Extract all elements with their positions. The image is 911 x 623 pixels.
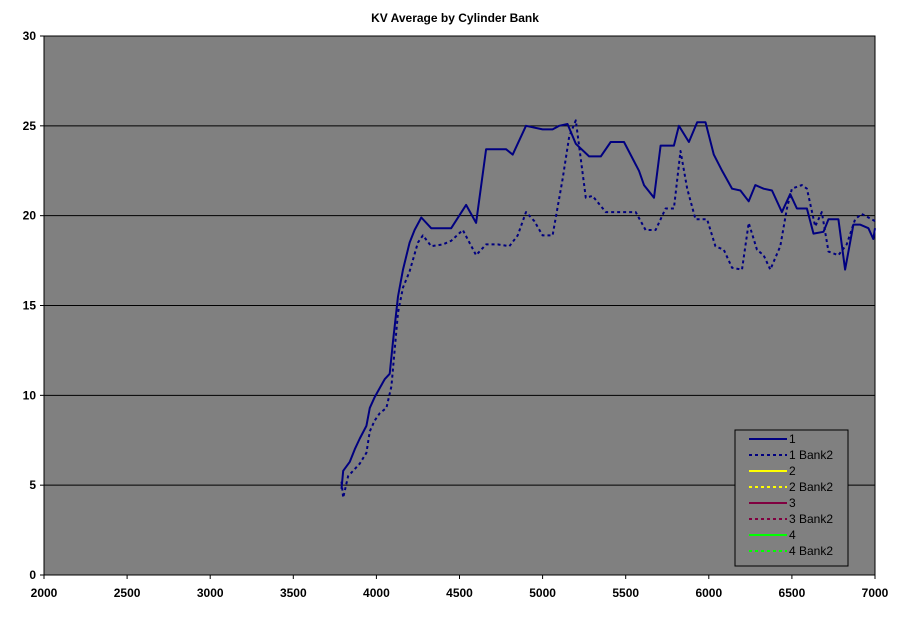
legend-entry-label: 4 bbox=[789, 528, 796, 542]
x-tick-label: 3000 bbox=[197, 586, 224, 600]
x-tick-label: 6500 bbox=[779, 586, 806, 600]
legend-entry-label: 4 Bank2 bbox=[789, 544, 833, 558]
x-tick-label: 7000 bbox=[862, 586, 889, 600]
x-tick-label: 4500 bbox=[446, 586, 473, 600]
legend-entry-label: 2 Bank2 bbox=[789, 480, 833, 494]
y-tick-label: 0 bbox=[29, 568, 36, 582]
legend-entry-label: 1 bbox=[789, 432, 796, 446]
series-line-1 bbox=[340, 121, 876, 489]
y-tick-label: 25 bbox=[23, 119, 37, 133]
legend: 1 1 Bank2 2 2 Bank2 3 3 Bank2 4 4 Bank2 bbox=[734, 429, 849, 567]
x-tick-label: 6000 bbox=[695, 586, 722, 600]
x-tick-label: 4000 bbox=[363, 586, 390, 600]
y-tick-label: 20 bbox=[23, 209, 37, 223]
y-tick-label: 15 bbox=[23, 299, 37, 313]
legend-entry-label: 2 bbox=[789, 464, 796, 478]
y-tick-label: 30 bbox=[23, 29, 37, 43]
series-group bbox=[340, 119, 876, 499]
x-tick-label: 5000 bbox=[529, 586, 556, 600]
legend-entry-label: 3 bbox=[789, 496, 796, 510]
y-tick-label: 5 bbox=[29, 478, 36, 492]
y-tick-label: 10 bbox=[23, 388, 37, 402]
x-tick-label: 2500 bbox=[114, 586, 141, 600]
x-tick-label: 2000 bbox=[31, 586, 58, 600]
axes: 0 5 10 15 20 25 30 2000 2500 3000 3500 4000 4500 5000… bbox=[23, 29, 889, 600]
chart-title: KV Average by Cylinder Bank bbox=[371, 11, 539, 25]
legend-entry-label: 3 Bank2 bbox=[789, 512, 833, 526]
x-tick-label: 3500 bbox=[280, 586, 307, 600]
x-tick-label: 5500 bbox=[612, 586, 639, 600]
legend-entry-label: 1 Bank2 bbox=[789, 448, 833, 462]
legend-box bbox=[734, 429, 849, 567]
